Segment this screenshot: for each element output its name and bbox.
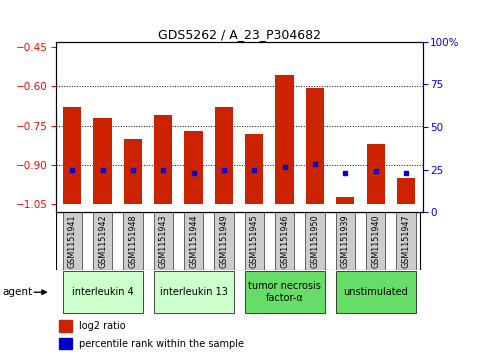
Bar — [336, 271, 416, 313]
Text: GSM1151947: GSM1151947 — [401, 214, 411, 268]
Text: interleukin 13: interleukin 13 — [160, 287, 227, 297]
Bar — [336, 197, 355, 204]
Text: GSM1151944: GSM1151944 — [189, 214, 198, 268]
Bar — [154, 271, 234, 313]
Bar — [306, 88, 324, 204]
Bar — [396, 212, 416, 270]
Bar — [214, 212, 234, 270]
Text: GSM1151949: GSM1151949 — [219, 214, 228, 268]
Text: GSM1151941: GSM1151941 — [68, 214, 77, 268]
Bar — [244, 271, 325, 313]
Bar — [305, 212, 325, 270]
Text: agent: agent — [2, 287, 32, 297]
Bar — [244, 212, 264, 270]
Bar — [62, 271, 142, 313]
Bar — [336, 212, 355, 270]
Bar — [123, 212, 142, 270]
Bar — [185, 131, 203, 204]
Bar — [367, 144, 384, 204]
Bar — [124, 139, 142, 204]
Text: interleukin 4: interleukin 4 — [71, 287, 133, 297]
Text: log2 ratio: log2 ratio — [79, 321, 126, 331]
Bar — [275, 212, 294, 270]
Text: GSM1151943: GSM1151943 — [159, 214, 168, 268]
Bar — [397, 178, 415, 204]
Text: tumor necrosis
factor-α: tumor necrosis factor-α — [248, 281, 321, 303]
Text: GSM1151939: GSM1151939 — [341, 214, 350, 268]
Bar — [184, 212, 203, 270]
Title: GDS5262 / A_23_P304682: GDS5262 / A_23_P304682 — [157, 28, 321, 41]
Bar — [154, 212, 173, 270]
Bar — [275, 74, 294, 204]
Text: GSM1151948: GSM1151948 — [128, 214, 137, 268]
Bar — [215, 107, 233, 204]
Text: unstimulated: unstimulated — [343, 287, 408, 297]
Bar — [59, 320, 72, 332]
Bar — [63, 107, 81, 204]
Text: GSM1151950: GSM1151950 — [311, 214, 319, 268]
Bar — [59, 338, 72, 350]
Bar — [94, 118, 112, 204]
Bar — [93, 212, 112, 270]
Text: GSM1151942: GSM1151942 — [98, 214, 107, 268]
Bar — [62, 212, 82, 270]
Text: GSM1151946: GSM1151946 — [280, 214, 289, 268]
Bar — [366, 212, 385, 270]
Bar — [245, 134, 263, 204]
Text: GSM1151940: GSM1151940 — [371, 214, 380, 268]
Text: GSM1151945: GSM1151945 — [250, 214, 259, 268]
Bar — [154, 115, 172, 204]
Text: percentile rank within the sample: percentile rank within the sample — [79, 339, 244, 349]
